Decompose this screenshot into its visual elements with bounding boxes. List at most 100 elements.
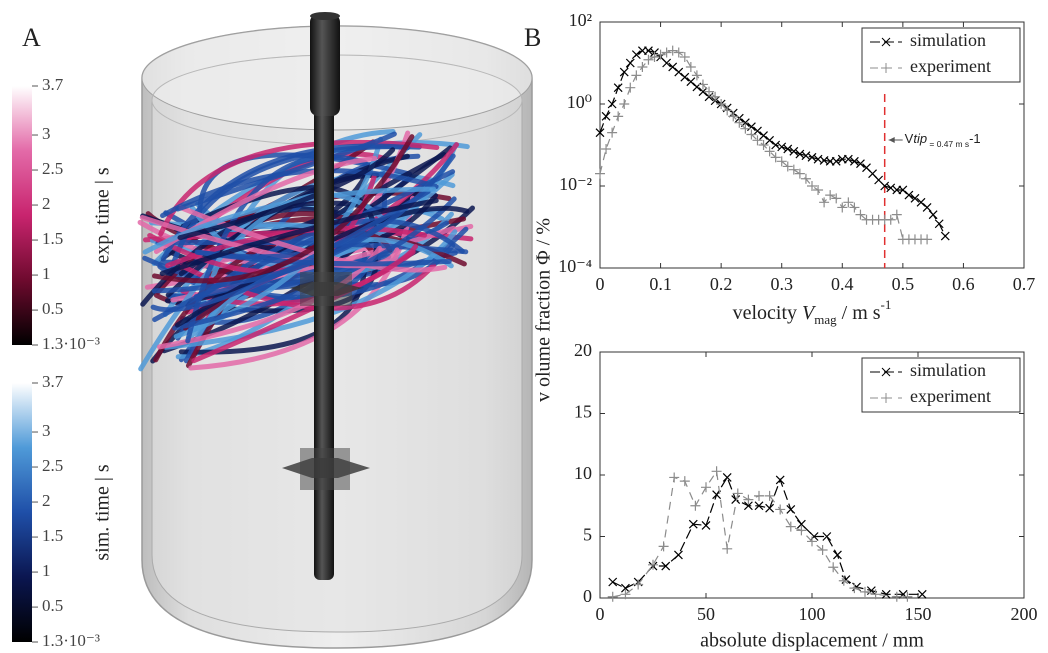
point-marker	[747, 122, 756, 132]
point-marker	[697, 79, 708, 90]
point-marker	[619, 99, 630, 109]
point-marker	[711, 466, 722, 477]
point-marker	[637, 61, 648, 72]
point-marker	[870, 589, 881, 600]
point-marker	[891, 591, 902, 602]
point-marker	[619, 67, 629, 77]
point-marker	[796, 519, 806, 529]
x-axis-label: velocity Vmag / m s-1	[733, 297, 892, 327]
x-tick-label: 0.1	[649, 274, 672, 294]
point-marker	[620, 589, 631, 600]
point-marker	[601, 111, 611, 121]
label-part: V	[802, 302, 817, 324]
point-marker	[849, 583, 860, 594]
x-tick-label: 0	[596, 604, 605, 624]
point-marker	[679, 476, 690, 487]
legend-label: simulation	[910, 30, 986, 50]
label-part: tip	[913, 131, 927, 146]
point-marker	[607, 591, 618, 602]
legend-marker	[881, 393, 891, 403]
point-marker	[885, 214, 896, 225]
colorbar	[12, 86, 32, 345]
point-marker	[625, 58, 635, 68]
colorbar-tick-label: 3.7	[42, 75, 64, 94]
x-tick-label: 200	[1011, 604, 1038, 624]
point-marker	[662, 58, 672, 68]
point-marker	[607, 127, 618, 138]
point-marker	[648, 559, 658, 570]
panel-label: B	[524, 23, 541, 52]
point-marker	[807, 181, 817, 191]
x-tick-label: 50	[697, 604, 715, 624]
point-marker	[940, 231, 950, 241]
point-marker	[669, 472, 680, 483]
label-part: -1	[969, 131, 981, 146]
point-marker	[855, 209, 866, 220]
point-marker	[807, 152, 817, 162]
point-marker	[880, 181, 890, 191]
point-marker	[770, 152, 781, 163]
point-marker	[674, 550, 683, 560]
y-tick-label: 15	[574, 402, 592, 422]
point-marker	[673, 47, 684, 58]
colorbar-tick-label: 0.5	[42, 299, 63, 318]
point-marker	[722, 473, 732, 482]
point-marker	[661, 47, 672, 58]
point-marker	[754, 490, 764, 501]
x-tick-label: 0.6	[952, 274, 975, 294]
colorbar-tick-label: 1.3·10⁻³	[42, 631, 100, 650]
point-marker	[607, 99, 617, 109]
point-marker	[732, 488, 743, 499]
point-marker	[658, 541, 669, 552]
point-marker	[886, 183, 896, 193]
colorbar-label: sim. time | s	[92, 464, 114, 560]
panel-label: A	[22, 23, 41, 52]
trajectory	[159, 198, 439, 276]
point-marker	[860, 586, 870, 597]
point-marker	[910, 193, 920, 203]
y-tick-label: 10	[574, 463, 592, 483]
point-marker	[764, 490, 775, 501]
x-tick-label: 0.7	[1013, 274, 1036, 294]
point-marker	[690, 500, 701, 511]
point-marker	[613, 83, 623, 93]
point-marker	[783, 144, 793, 154]
series-line	[612, 476, 923, 595]
point-marker	[631, 50, 641, 60]
point-marker	[786, 505, 796, 514]
point-marker	[764, 146, 775, 157]
label-part: / m s	[837, 302, 881, 324]
point-marker	[679, 52, 690, 63]
point-marker	[775, 504, 786, 515]
point-marker	[765, 135, 775, 145]
point-marker	[898, 185, 908, 195]
trajectory	[188, 195, 416, 371]
point-marker	[831, 193, 842, 204]
point-marker	[801, 151, 811, 161]
point-marker	[856, 159, 865, 169]
x-tick-label: 0.5	[892, 274, 915, 294]
colorbar-tick-label: 3	[42, 421, 51, 440]
legend-label: simulation	[910, 360, 986, 380]
point-marker	[817, 545, 828, 556]
colorbar-tick-label: 1	[42, 264, 51, 283]
x-tick-label: 150	[905, 604, 932, 624]
legend-label: experiment	[910, 56, 991, 76]
y-tick-label: 10⁰	[567, 92, 592, 112]
point-marker	[891, 209, 902, 220]
point-marker	[922, 203, 932, 212]
point-marker	[691, 70, 702, 81]
point-marker	[754, 501, 764, 511]
point-marker	[904, 190, 914, 200]
point-marker	[613, 111, 624, 122]
point-marker	[800, 173, 811, 184]
legend-marker	[881, 37, 891, 47]
point-marker	[794, 168, 805, 179]
point-marker	[928, 210, 938, 220]
colorbar-tick-label: 1.5	[42, 526, 63, 545]
point-marker	[698, 87, 708, 97]
point-marker	[743, 501, 753, 511]
colorbar-tick-label: 1.5	[42, 229, 63, 248]
y-tick-label: 0	[583, 586, 592, 606]
annotation: Vtip = 0.47 m s-1	[905, 131, 981, 149]
